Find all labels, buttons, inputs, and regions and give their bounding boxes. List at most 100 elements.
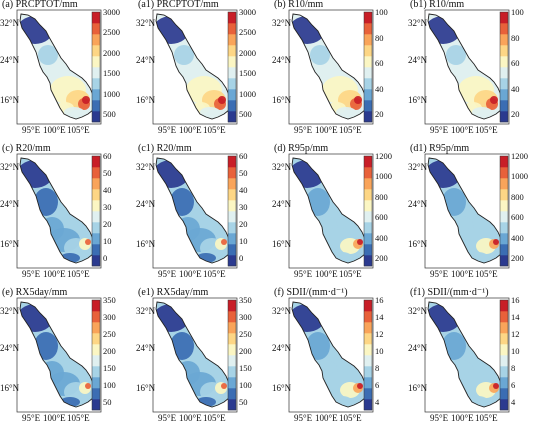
colorbar: [363, 299, 373, 411]
lat-tick-label: 32°N: [408, 306, 428, 316]
colorbar-tick-label: 400: [511, 232, 524, 243]
colorbar-tick-label: 50: [103, 397, 112, 407]
lon-tick-label: 95°E: [294, 125, 313, 135]
colorbar-segment: [500, 399, 508, 411]
lon-tick-label: 95°E: [430, 413, 449, 423]
colorbar-segment: [228, 355, 236, 367]
colorbar-tick-label: 150: [103, 363, 116, 373]
lon-tick-label: 100°E: [315, 125, 338, 135]
colorbar-segment: [92, 366, 100, 378]
lat-tick-label: 32°N: [0, 18, 20, 28]
colorbar-segment: [228, 12, 236, 24]
colorbar-segment: [228, 111, 236, 123]
lat-tick-label: 16°N: [408, 95, 428, 105]
precip-field: [428, 14, 503, 119]
colorbar-tick-label: 600: [375, 212, 388, 223]
colorbar: [363, 11, 373, 123]
colorbar-segment: [364, 12, 372, 24]
colorbar-segment: [92, 167, 100, 179]
lon-tick-label: 100°E: [315, 413, 338, 423]
panel-title: (d) R95p/mm: [274, 143, 329, 154]
colorbar-segment: [364, 167, 372, 179]
lat-tick-label: 24°N: [408, 343, 428, 353]
lat-tick-label: 24°N: [136, 55, 156, 65]
precip-field: [428, 158, 503, 263]
lat-tick-label: 24°N: [272, 55, 292, 65]
basin-outline: [19, 301, 96, 408]
colorbar-tick-label: 20: [239, 219, 248, 229]
colorbar-segment: [364, 300, 372, 312]
map-panel-d1: (d1) R95p/mm 32°N 24°N 16°N 95°E 100°E 105°E 12…: [408, 143, 543, 286]
precip-field: [20, 14, 95, 119]
colorbar-segment: [228, 189, 236, 201]
colorbar-segment: [228, 78, 236, 90]
colorbar-segment: [500, 189, 508, 201]
lon-tick-label: 95°E: [22, 125, 41, 135]
colorbar-segment: [228, 255, 236, 267]
colorbar-segment: [92, 311, 100, 323]
colorbar-tick-label: 20: [511, 109, 520, 119]
colorbar-segment: [364, 255, 372, 267]
colorbar-segment: [364, 366, 372, 378]
colorbar-segment: [364, 222, 372, 234]
map-frame: [424, 297, 510, 413]
map-canvas: [16, 297, 102, 413]
lon-tick-label: 100°E: [451, 413, 474, 423]
colorbar-tick-label: 1000: [239, 88, 256, 99]
lon-tick-label: 105°E: [339, 125, 362, 135]
colorbar-segment: [364, 189, 372, 201]
precip-field: [20, 302, 95, 407]
precip-field: [292, 14, 367, 119]
lat-tick-label: 16°N: [408, 239, 428, 249]
colorbar-tick-label: 10: [511, 346, 520, 356]
lat-tick-label: 16°N: [408, 383, 428, 393]
lat-tick-label: 16°N: [0, 383, 20, 393]
colorbar-segment: [92, 111, 100, 123]
panel-title: (a) PRCPTOT/mm: [2, 0, 78, 10]
colorbar-segment: [92, 377, 100, 389]
precip-field: [292, 158, 367, 263]
colorbar-tick-label: 30: [103, 202, 112, 212]
colorbar-segment: [364, 89, 372, 101]
colorbar-segment: [500, 344, 508, 356]
panel-title: (b) R10/mm: [274, 0, 324, 10]
colorbar-tick-label: 60: [103, 151, 112, 161]
map-frame: [288, 9, 374, 125]
colorbar-tick-label: 4: [511, 397, 516, 407]
map-panel-b1: (b1) R10/mm 32°N 24°N 16°N 95°E 100°E 105°E 100…: [408, 0, 543, 142]
colorbar-segment: [92, 233, 100, 245]
lon-tick-label: 95°E: [158, 413, 177, 423]
lat-tick-label: 16°N: [0, 239, 20, 249]
colorbar-tick-label: 300: [239, 312, 252, 322]
colorbar-tick-label: 1000: [511, 171, 528, 182]
lat-tick-label: 24°N: [408, 199, 428, 209]
colorbar-segment: [500, 200, 508, 212]
map-frame: [288, 153, 374, 269]
precip-field: [20, 158, 95, 263]
colorbar-tick-label: 600: [511, 212, 524, 223]
lat-tick-label: 24°N: [272, 343, 292, 353]
lat-tick-label: 32°N: [272, 18, 292, 28]
lon-tick-label: 100°E: [315, 269, 338, 279]
colorbar-tick-label: 0: [239, 253, 244, 263]
colorbar-segment: [228, 322, 236, 334]
colorbar-segment: [92, 34, 100, 46]
colorbar-tick-label: 200: [239, 346, 252, 356]
colorbar-segment: [500, 45, 508, 57]
lon-tick-label: 95°E: [22, 269, 41, 279]
colorbar-tick-label: 200: [103, 346, 116, 356]
colorbar-tick-label: 500: [103, 109, 116, 119]
panel-title: (b1) R10/mm: [410, 0, 465, 10]
map-canvas: [16, 9, 102, 125]
colorbar-tick-label: 50: [103, 168, 112, 178]
colorbar: [363, 155, 373, 267]
colorbar-tick-label: 1200: [375, 151, 392, 161]
lon-tick-label: 105°E: [67, 125, 90, 135]
map-frame: [16, 9, 102, 125]
map-panel-c1: (c1) R20/mm 32°N 24°N 16°N 95°E 100°E 105°E 60 5…: [136, 143, 271, 286]
colorbar-segment: [92, 156, 100, 168]
lat-tick-label: 32°N: [136, 306, 156, 316]
precip-field: [156, 14, 231, 119]
colorbar-tick-label: 100: [375, 7, 388, 17]
colorbar-tick-label: 16: [511, 295, 520, 305]
